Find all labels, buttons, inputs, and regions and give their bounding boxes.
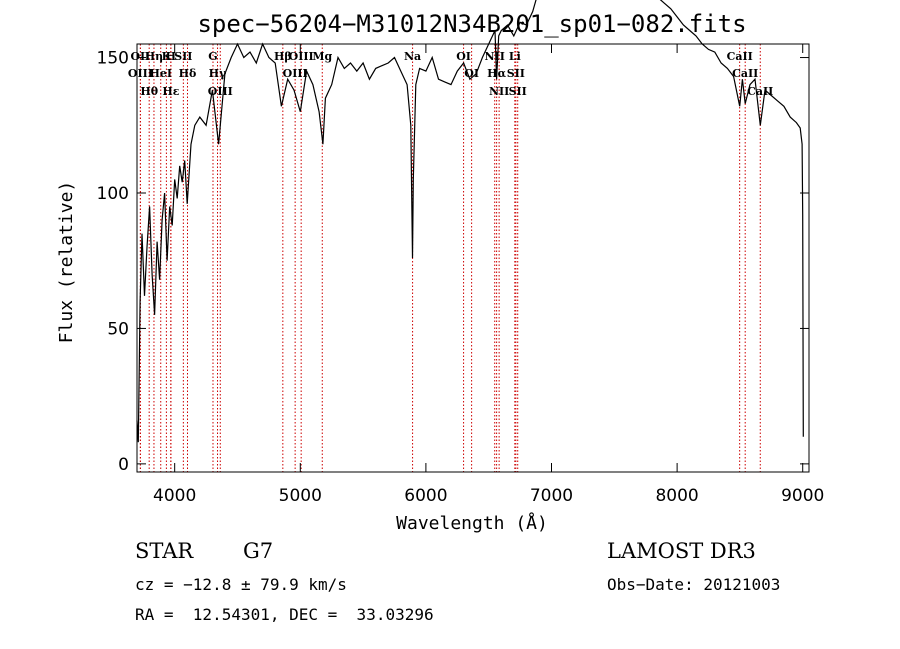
line-label: OII <box>130 50 150 63</box>
x-tick-label: 5000 <box>279 486 322 506</box>
y-axis-ticks: 0 50 100 150 <box>97 49 809 475</box>
y-axis-label: Flux (relative) <box>56 181 77 344</box>
spectral-line-labels: OIIOIIIHθHηHeIKHHεSIIHδGHγOIIIHβOIIIOIII… <box>128 50 773 98</box>
line-label: HeI <box>149 67 172 80</box>
observation-date: Obs−Date: 20121003 <box>607 575 781 594</box>
plot-frame <box>136 43 810 473</box>
coordinates: RA = 12.54301, DEC = 33.03296 <box>135 605 434 624</box>
line-label: Hθ <box>140 85 158 98</box>
redshift-value: cz = −12.8 ± 79.9 km/s <box>135 575 347 594</box>
line-label: CaII <box>747 85 773 98</box>
line-label: G <box>208 50 217 63</box>
x-axis-label: Wavelength (Å) <box>396 512 548 534</box>
spectral-line-markers <box>139 44 761 472</box>
line-label: NII <box>489 85 509 98</box>
line-label: OIII <box>289 50 314 63</box>
x-axis-ticks: 4000 5000 6000 7000 8000 9000 <box>153 44 824 506</box>
y-tick-label: 150 <box>97 49 129 69</box>
line-label: OI <box>456 50 471 63</box>
object-class: STAR <box>135 539 194 563</box>
x-tick-label: 8000 <box>655 486 698 506</box>
line-label: Hη <box>145 50 163 63</box>
spectrum-line <box>136 0 804 443</box>
line-label: SII <box>509 85 527 98</box>
line-label: Na <box>404 50 421 63</box>
y-tick-label: 0 <box>118 455 129 475</box>
line-label: NII <box>485 50 505 63</box>
line-label: Hδ <box>179 67 197 80</box>
line-label: Li <box>509 50 521 63</box>
line-label: Mg <box>312 50 332 63</box>
line-label: OIII <box>208 85 233 98</box>
line-label: CaII <box>732 67 758 80</box>
line-label: H <box>166 50 176 63</box>
x-tick-label: 6000 <box>404 486 447 506</box>
x-tick-label: 4000 <box>153 486 196 506</box>
chart-title: spec−56204−M31012N34B201_sp01−082.fits <box>197 10 746 38</box>
x-tick-label: 7000 <box>530 486 573 506</box>
line-label: OIII <box>283 67 308 80</box>
object-subclass: G7 <box>243 539 274 563</box>
line-label: Hα <box>487 67 506 80</box>
line-label: Hε <box>162 85 179 98</box>
line-label: CaII <box>727 50 753 63</box>
x-tick-label: 9000 <box>781 486 824 506</box>
line-label: OIII <box>128 67 153 80</box>
line-label: K <box>162 50 172 63</box>
line-label: Hβ <box>274 50 292 63</box>
line-label: OI <box>464 67 479 80</box>
y-tick-label: 50 <box>107 319 129 339</box>
line-label: SII <box>174 50 192 63</box>
y-tick-label: 100 <box>97 184 129 204</box>
survey-name: LAMOST DR3 <box>607 539 756 563</box>
line-label: Hγ <box>209 67 227 80</box>
line-label: SII <box>507 67 525 80</box>
